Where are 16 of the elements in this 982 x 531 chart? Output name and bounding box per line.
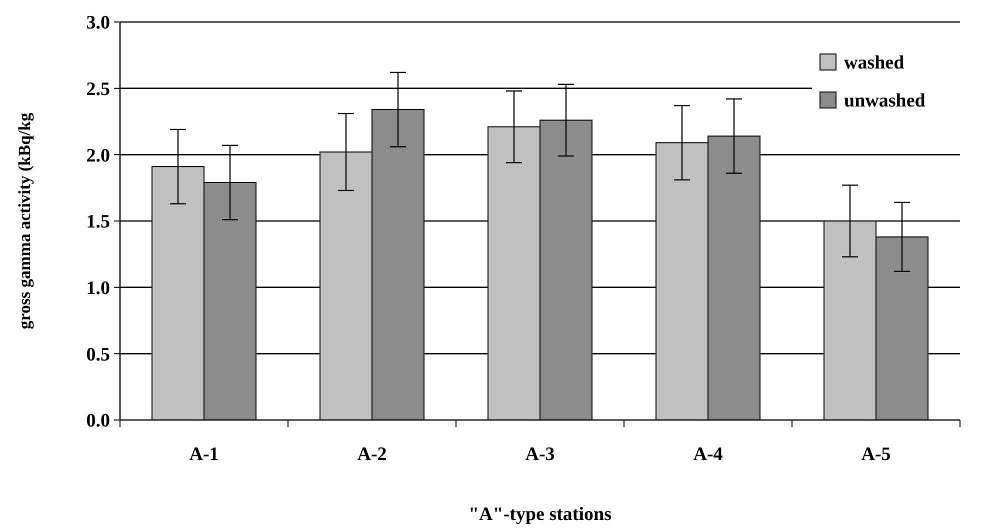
y-tick-label: 3.0 — [86, 12, 110, 34]
x-axis-title: "A"-type stations — [468, 504, 612, 525]
legend-label: unwashed — [844, 90, 926, 112]
y-tick-label: 0.0 — [86, 410, 110, 432]
y-tick-label: 0.5 — [86, 344, 110, 366]
x-tick-label: A-5 — [861, 444, 891, 465]
x-tick-label: A-4 — [693, 444, 724, 465]
y-tick-label: 2.5 — [86, 78, 110, 100]
y-tick-label: 2.0 — [86, 145, 110, 166]
y-tick-label: 1.5 — [86, 212, 110, 233]
x-tick-label: A-3 — [525, 444, 555, 465]
legend-label: washed — [844, 52, 905, 74]
x-tick-label: A-1 — [189, 444, 219, 465]
x-tick-label: A-2 — [357, 444, 387, 465]
y-axis-title: gross gamma activity (kBq/kg — [15, 112, 34, 330]
y-tick-label: 1.0 — [86, 278, 110, 299]
